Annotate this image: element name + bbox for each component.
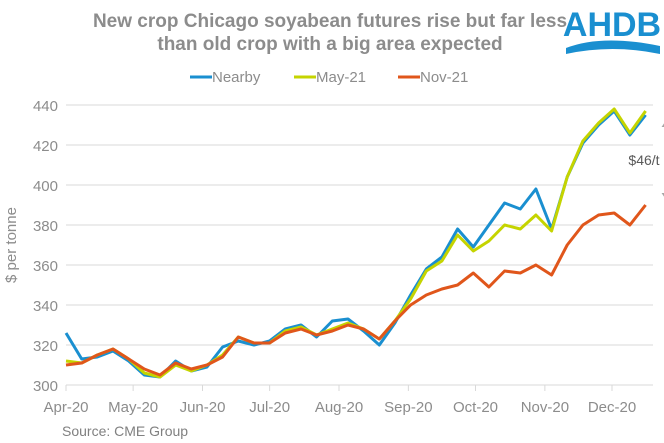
x-tick-label: Jun-20 <box>180 399 226 416</box>
arrow-head-down <box>661 193 664 197</box>
x-tick-label: Jul-20 <box>249 399 290 416</box>
legend-label-nearby: Nearby <box>212 69 261 86</box>
y-tick-label: 400 <box>33 178 58 195</box>
series-line-nearby <box>64 109 647 379</box>
x-tick-label: Sep-20 <box>384 399 432 416</box>
svg-text:AHDB: AHDB <box>563 6 661 44</box>
y-tick-label: 420 <box>33 138 58 155</box>
arrow-head-up <box>661 123 664 127</box>
x-tick-label: Apr-20 <box>43 399 88 416</box>
ahdb-logo: AHDB <box>562 4 662 65</box>
y-tick-label: 300 <box>33 378 58 395</box>
y-tick-label: 320 <box>33 338 58 355</box>
series-line-may-21 <box>65 107 647 379</box>
y-tick-label: 440 <box>33 98 58 115</box>
x-tick-label: Aug-20 <box>315 399 363 416</box>
series-line-nov-21 <box>65 204 647 377</box>
x-tick-label: Dec-20 <box>588 399 636 416</box>
source-note: Source: CME Group <box>62 423 189 439</box>
y-tick-label: 340 <box>33 298 58 315</box>
legend-label-may-21: May-21 <box>316 69 366 86</box>
x-tick-label: Nov-20 <box>521 399 569 416</box>
y-axis-label: $ per tonne <box>3 207 20 283</box>
legend-label-nov-21: Nov-21 <box>420 69 468 86</box>
chart-title: New crop Chicago soyabean futures rise b… <box>92 11 568 55</box>
annotation-label: $46/t <box>628 152 659 168</box>
y-tick-label: 360 <box>33 258 58 275</box>
x-tick-label: May-20 <box>108 399 158 416</box>
x-tick-label: Oct-20 <box>453 399 498 416</box>
y-tick-label: 380 <box>33 218 58 235</box>
